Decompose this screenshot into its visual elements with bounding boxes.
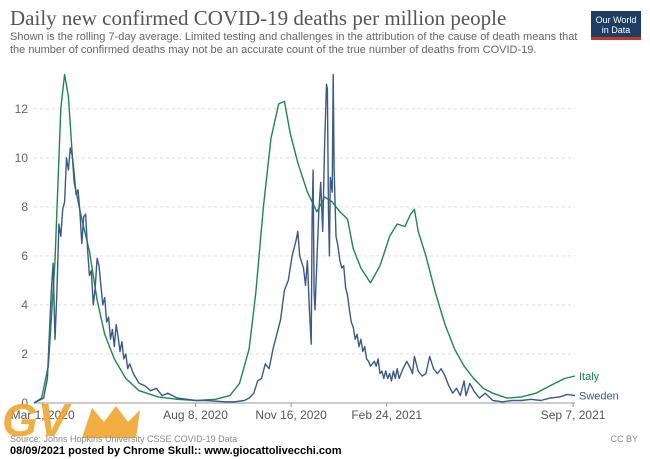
x-tick-label: Aug 8, 2020 [163,408,228,422]
license-link[interactable]: CC BY [610,434,638,444]
y-tick-label: 2 [21,347,28,361]
watermark-text: GV [2,394,72,444]
source-note[interactable]: Source: Johns Hopkins University CSSE CO… [10,434,238,444]
y-tick-label: 12 [15,102,29,116]
chart-subtitle: Shown is the rolling 7-day average. Limi… [10,31,578,56]
y-tick-label: 8 [21,200,28,214]
y-tick-label: 6 [21,249,28,263]
series-label-sweden: Sweden [579,391,619,403]
y-tick-label: 0 [21,396,28,410]
gv-watermark-logo: GV [2,394,140,444]
logo-line-1: Our World [595,15,637,25]
x-tick-label: Mar 1, 2020 [11,408,75,422]
x-tick-label: Feb 24, 2021 [351,408,422,422]
y-tick-label: 4 [21,298,28,312]
crown-icon [82,406,140,438]
series-line-italy [33,73,576,404]
x-tick-label: Sep 7, 2021 [541,408,606,422]
owid-logo[interactable]: Our World in Data [591,11,641,40]
posted-by-caption: 08/09/2021 posted by Chrome Skull:: www.… [8,445,344,457]
x-tick-label: Nov 16, 2020 [255,408,327,422]
series-label-italy: Italy [579,371,600,383]
chart-title: Daily new confirmed COVID-19 deaths per … [10,6,507,30]
series-line-sweden [33,73,576,404]
logo-line-2: in Data [601,25,631,35]
y-tick-label: 10 [15,151,29,165]
